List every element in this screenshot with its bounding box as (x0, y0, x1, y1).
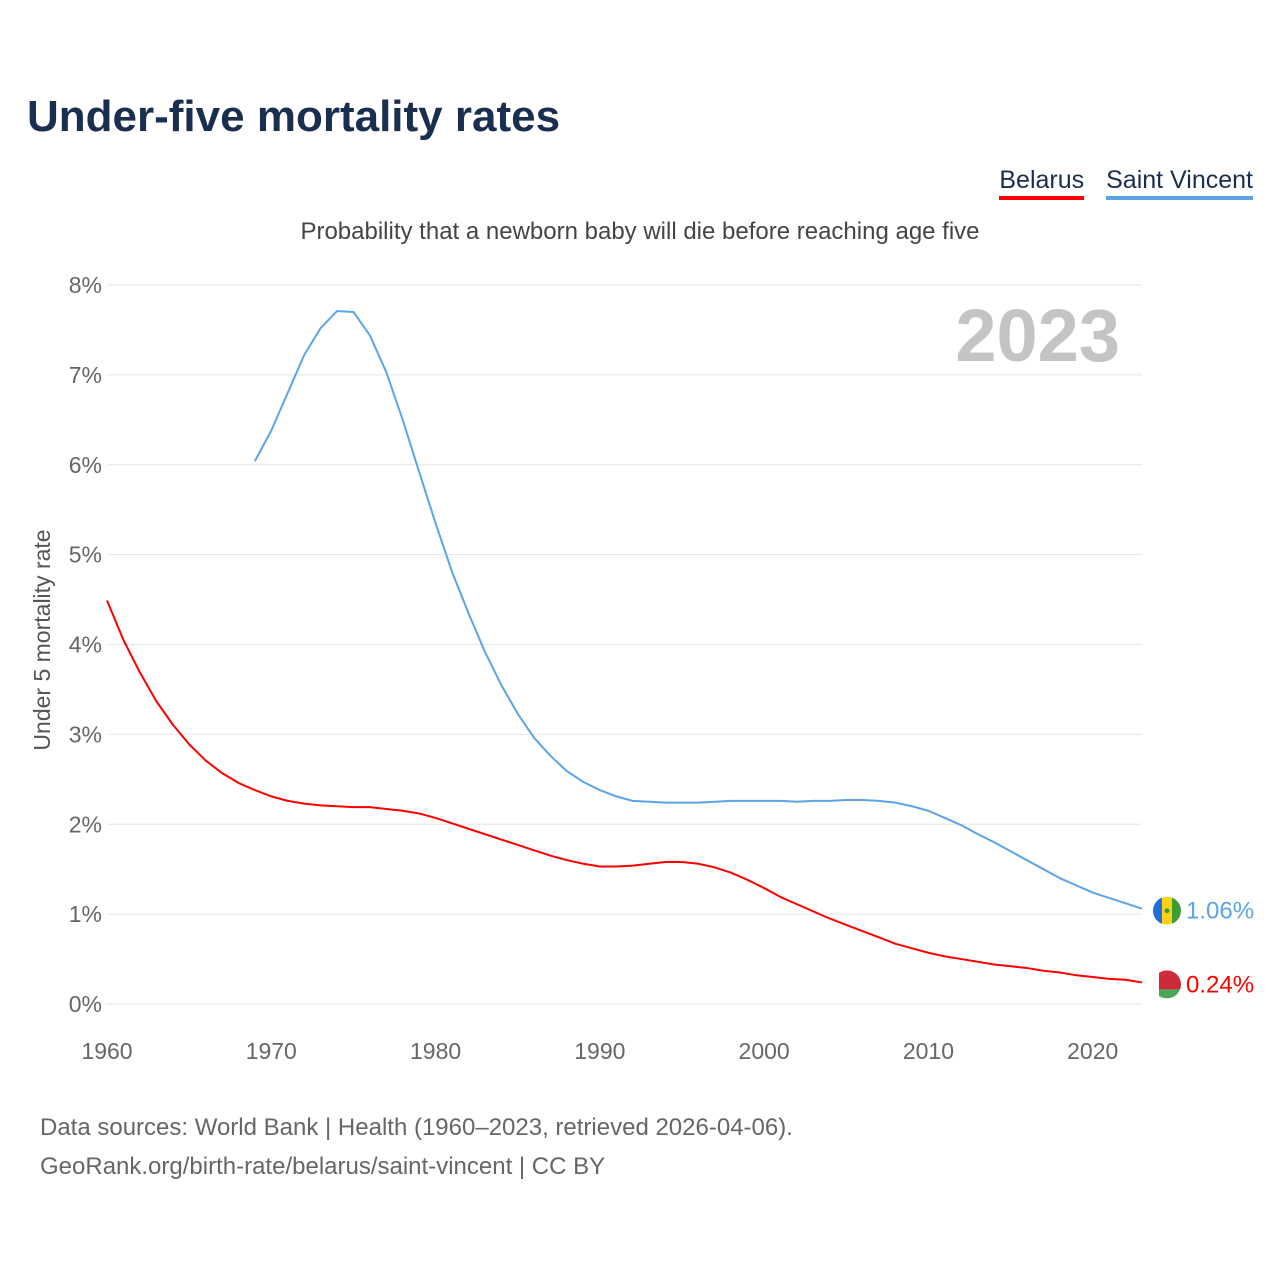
y-tick-label: 1% (69, 901, 102, 927)
x-tick-label: 1970 (246, 1038, 297, 1064)
y-axis-label: Under 5 mortality rate (29, 529, 55, 750)
y-tick-label: 5% (69, 542, 102, 568)
end-value-label: 1.06% (1186, 898, 1254, 925)
x-tick-label: 1960 (81, 1038, 132, 1064)
x-tick-label: 1990 (574, 1038, 625, 1064)
belarus-flag-icon (1153, 970, 1181, 999)
y-tick-label: 2% (69, 811, 102, 837)
chart-subtitle: Probability that a newborn baby will die… (300, 218, 980, 245)
x-tick-label: 1980 (410, 1038, 461, 1064)
end-value-label: 0.24% (1186, 971, 1254, 998)
chart-title: Under-five mortality rates (27, 92, 561, 141)
source-line-2[interactable]: GeoRank.org/birth-rate/belarus/saint-vin… (40, 1153, 606, 1180)
y-tick-label: 3% (69, 721, 102, 747)
legend-item-saint-vincent[interactable]: Saint Vincent (1106, 166, 1253, 200)
x-tick-label: 2020 (1067, 1038, 1118, 1064)
y-tick-label: 4% (69, 632, 102, 658)
legend: Belarus Saint Vincent (999, 166, 1253, 200)
y-tick-label: 0% (69, 991, 102, 1017)
source-note: Data sources: World Bank | Health (1960–… (40, 1108, 793, 1186)
y-tick-label: 6% (69, 452, 102, 478)
x-tick-label: 2010 (903, 1038, 954, 1064)
y-tick-label: 8% (69, 272, 102, 298)
legend-item-belarus[interactable]: Belarus (999, 166, 1085, 200)
series-line-saint-vincent (253, 310, 1143, 910)
saint-vincent-flag-icon (1153, 896, 1181, 925)
y-tick-label: 7% (69, 362, 102, 388)
series-line-belarus (106, 600, 1143, 984)
x-tick-label: 2000 (739, 1038, 790, 1064)
source-line-1: Data sources: World Bank | Health (1960–… (40, 1114, 793, 1141)
year-label: 2023 (955, 294, 1120, 377)
